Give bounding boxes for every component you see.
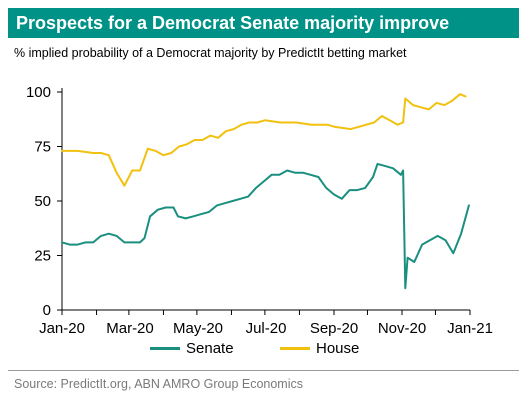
- series-line-senate: [61, 162, 470, 290]
- source-note: Source: PredictIt.org, ABN AMRO Group Ec…: [14, 377, 304, 391]
- legend: Senate House: [0, 338, 527, 358]
- title-banner: Prospects for a Democrat Senate majority…: [8, 8, 519, 38]
- x-tick-label: Mar-20: [106, 320, 154, 337]
- legend-swatch-house: [280, 346, 310, 350]
- legend-item-senate: Senate: [150, 338, 234, 358]
- series-layer: [61, 93, 470, 290]
- x-axis: Jan-20 Mar-20 May-20 Jul-20 Sep-20 Nov-20 Jan-…: [39, 309, 493, 337]
- x-tick-label: Jan-20: [39, 320, 85, 337]
- x-tick-label: Jul-20: [246, 320, 287, 337]
- x-tick-label: May-20: [173, 320, 223, 337]
- y-axis: 0 25 50 75 100: [26, 84, 63, 319]
- y-tick-label: 0: [43, 302, 51, 319]
- y-tick-label: 100: [26, 84, 51, 101]
- footer-divider: [8, 370, 519, 371]
- x-tick-label: Sep-20: [310, 320, 358, 337]
- legend-label-senate: Senate: [186, 339, 234, 357]
- chart-subtitle: % implied probability of a Democrat majo…: [14, 46, 407, 60]
- legend-item-house: House: [280, 338, 359, 358]
- chart-title: Prospects for a Democrat Senate majority…: [16, 13, 450, 33]
- x-tick-label: Nov-20: [378, 320, 426, 337]
- y-tick-label: 25: [34, 248, 51, 265]
- y-tick-label: 75: [34, 139, 51, 156]
- y-tick-label: 50: [34, 193, 51, 210]
- series-line-house: [61, 93, 467, 187]
- x-tick-label: Jan-21: [447, 320, 493, 337]
- legend-label-house: House: [316, 339, 360, 357]
- legend-swatch-senate: [150, 346, 180, 350]
